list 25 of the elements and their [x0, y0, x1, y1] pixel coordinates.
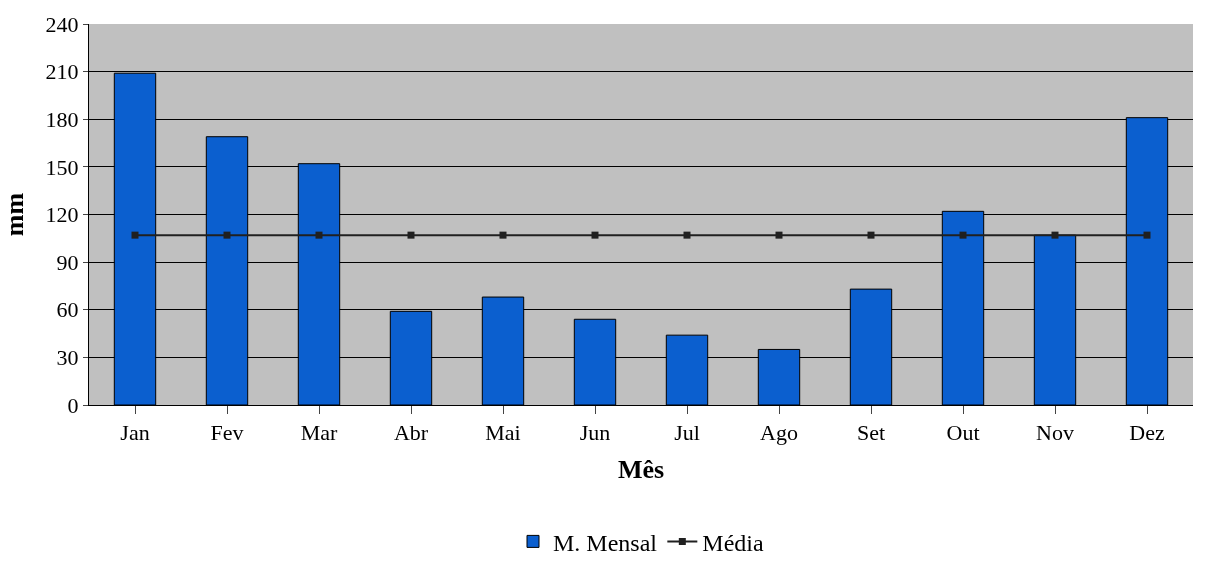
- y-tick-label: 120: [45, 202, 79, 228]
- y-tick-label: 240: [45, 11, 79, 37]
- x-axis-title: Mês: [617, 455, 665, 485]
- legend-label: M. Mensal: [553, 529, 658, 556]
- y-tick-label: 90: [56, 249, 79, 275]
- x-tick-label: Jun: [579, 420, 611, 446]
- legend-label: Média: [702, 529, 764, 556]
- x-tick-label: Mar: [300, 420, 338, 446]
- x-tick-label: Out: [946, 420, 980, 446]
- y-tick-label: 150: [45, 154, 79, 180]
- x-tick-label: Nov: [1036, 420, 1074, 446]
- y-tick-label: 30: [56, 345, 79, 371]
- y-tick-label: 60: [56, 297, 79, 323]
- y-tick-label: 210: [45, 59, 79, 85]
- x-tick-label: Ago: [760, 420, 798, 446]
- y-axis-title: mm: [0, 192, 29, 237]
- x-tick-label: Jul: [674, 420, 700, 446]
- x-tick-label: Set: [856, 420, 886, 446]
- x-tick-label: Jan: [120, 420, 150, 446]
- y-tick-label: 0: [67, 392, 79, 418]
- x-tick-label: Fev: [210, 420, 244, 446]
- x-tick-label: Dez: [1129, 420, 1165, 446]
- y-tick-label: 180: [45, 106, 79, 132]
- x-tick-label: Abr: [393, 420, 429, 446]
- x-tick-label: Mai: [485, 420, 521, 446]
